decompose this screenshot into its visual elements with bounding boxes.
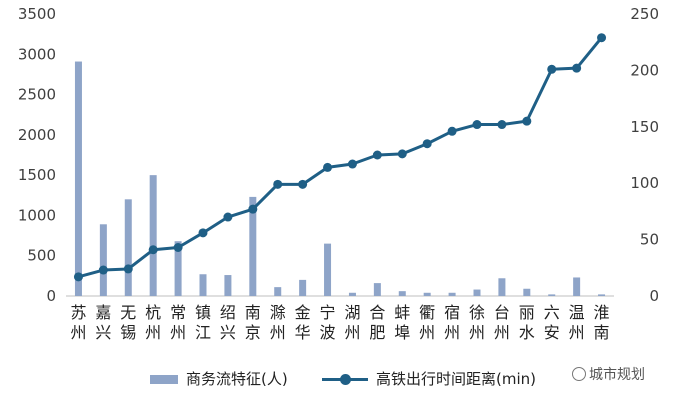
series-line xyxy=(78,36,603,279)
right-tick-label: 200 xyxy=(630,61,659,79)
x-tick-label: 湖州 xyxy=(344,303,360,342)
line-point xyxy=(98,265,108,275)
line-point xyxy=(298,179,308,189)
line-series xyxy=(73,33,607,282)
right-tick-label: 50 xyxy=(640,231,659,249)
legend-line-marker xyxy=(340,374,351,385)
line-point xyxy=(447,126,457,136)
x-tick-label: 衢州 xyxy=(419,303,435,342)
x-tick-label: 丽水 xyxy=(519,303,535,342)
x-tick-label: 金华 xyxy=(295,303,311,342)
bar xyxy=(373,283,381,296)
bar xyxy=(224,275,232,296)
x-tick-label: 淮南 xyxy=(594,303,610,342)
line-point xyxy=(73,272,83,282)
bar xyxy=(274,287,282,296)
bar xyxy=(324,243,332,296)
right-axis: 0 50 100 150 200 250 xyxy=(630,5,659,305)
right-tick-label: 100 xyxy=(630,174,659,192)
line-point xyxy=(572,63,582,73)
right-tick-label: 150 xyxy=(630,118,659,136)
left-tick-label: 3500 xyxy=(18,5,56,23)
bar xyxy=(598,294,606,296)
x-tick-label: 绍兴 xyxy=(220,303,236,342)
legend-bar-swatch xyxy=(150,375,178,384)
left-tick-label: 500 xyxy=(27,247,56,265)
bar xyxy=(473,289,481,296)
left-axis: 0 500 1000 1500 2000 2500 3000 3500 xyxy=(18,5,56,305)
x-tick-label: 南京 xyxy=(245,303,261,342)
x-tick-label: 嘉兴 xyxy=(95,303,111,342)
bar xyxy=(423,292,431,296)
line-point xyxy=(248,204,258,214)
bar xyxy=(299,279,307,296)
x-tick-label: 台州 xyxy=(494,303,510,342)
line-point xyxy=(347,159,357,169)
line-point xyxy=(123,264,133,274)
bar xyxy=(74,61,82,297)
watermark: 城市规划 xyxy=(572,364,645,384)
legend: 商务流特征(人) 高铁出行时间距离(min) xyxy=(0,366,690,392)
x-tick-label: 六安 xyxy=(544,303,560,342)
line-point xyxy=(148,245,158,255)
line-point xyxy=(597,33,607,43)
legend-bar-label: 商务流特征(人) xyxy=(186,370,288,388)
line-point xyxy=(397,149,407,159)
left-tick-label: 2500 xyxy=(18,86,56,104)
line-point xyxy=(372,150,382,160)
watermark-text: 城市规划 xyxy=(589,367,645,383)
bar xyxy=(523,288,531,296)
bar xyxy=(498,278,506,296)
legend-line-label: 高铁出行时间距离(min) xyxy=(376,370,536,388)
bar xyxy=(573,277,581,296)
left-tick-label: 1000 xyxy=(18,206,56,224)
bar xyxy=(548,294,556,296)
line-point xyxy=(273,179,283,189)
bar-series xyxy=(74,61,606,297)
x-tick-label: 苏州 xyxy=(70,303,86,342)
left-tick-label: 1500 xyxy=(18,166,56,184)
line-point xyxy=(323,162,333,172)
x-tick-label: 蚌埠 xyxy=(394,303,410,342)
bar xyxy=(448,292,456,296)
line-point xyxy=(522,116,532,126)
x-tick-label: 温州 xyxy=(569,303,585,342)
bar xyxy=(199,274,207,296)
x-tick-label: 合肥 xyxy=(369,303,385,342)
line-point xyxy=(198,228,208,238)
x-tick-label: 滁州 xyxy=(270,303,286,342)
x-tick-label: 徐州 xyxy=(469,303,485,342)
line-point xyxy=(497,120,507,130)
bar xyxy=(398,291,406,296)
wechat-logo-icon xyxy=(572,367,586,381)
line-point xyxy=(422,139,432,149)
x-tick-label: 宿州 xyxy=(444,303,460,342)
right-tick-label: 250 xyxy=(630,5,659,23)
line-point xyxy=(472,120,482,130)
bar xyxy=(249,196,257,296)
line-point xyxy=(173,242,183,252)
x-tick-label: 杭州 xyxy=(145,303,161,342)
x-tick-label: 宁波 xyxy=(320,303,336,342)
bar xyxy=(99,224,107,296)
left-tick-label: 0 xyxy=(46,287,56,305)
bar xyxy=(124,199,132,296)
bar xyxy=(174,241,182,296)
x-axis-labels: 苏州嘉兴无锡杭州常州镇江绍兴南京滁州金华宁波湖州合肥蚌埠衢州宿州徐州台州丽水六安… xyxy=(70,303,609,342)
left-tick-label: 2000 xyxy=(18,126,56,144)
bar xyxy=(149,175,157,296)
line-point xyxy=(223,212,233,222)
left-tick-label: 3000 xyxy=(18,45,56,63)
x-tick-label: 镇江 xyxy=(195,303,211,342)
right-tick-label: 0 xyxy=(649,287,659,305)
bar xyxy=(348,292,356,296)
line-point xyxy=(547,64,557,74)
x-tick-label: 无锡 xyxy=(120,303,136,342)
x-tick-label: 常州 xyxy=(170,303,186,342)
